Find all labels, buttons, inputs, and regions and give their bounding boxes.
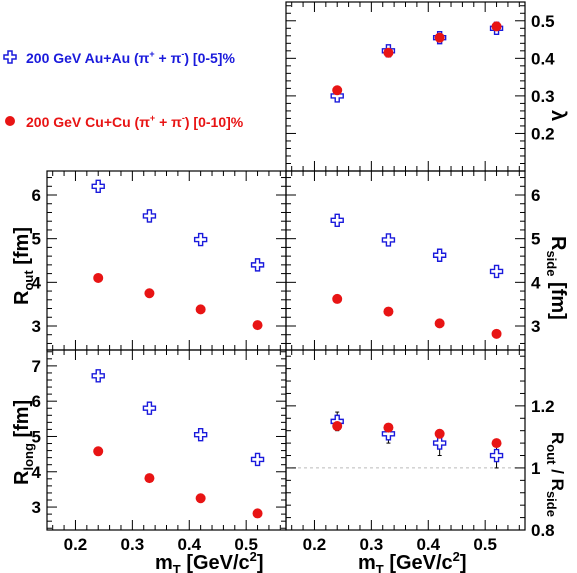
y-tick-label: 3 [531, 317, 540, 336]
panel-rlong: 0.2 0.3 0.4 0.5 3 4 5 6 7 [32, 349, 287, 554]
point-cucu [252, 320, 263, 331]
legend-marker-open-cross [3, 50, 17, 64]
y-tick-label: 0.8 [531, 521, 555, 540]
xlabel-left: mT [GeV/c2] [155, 549, 264, 573]
y-tick-label: 6 [32, 186, 41, 205]
point-auau [330, 213, 344, 228]
point-cucu [252, 508, 263, 519]
point-auau [489, 448, 504, 463]
panel-frame [285, 1, 526, 172]
point-auau [91, 369, 105, 383]
point-auau [489, 264, 504, 279]
point-cucu [491, 21, 502, 32]
point-cucu [93, 272, 104, 283]
ylabel-rside: Rside [fm] [544, 236, 569, 320]
y-tick-label: 3 [32, 498, 41, 517]
x-tick-label: 0.5 [473, 535, 497, 554]
panel-frame [46, 349, 287, 531]
point-cucu [383, 47, 394, 58]
y-tick-label: 3 [32, 317, 41, 336]
legend: 200 GeV Au+Au (π+ + π-) [0-5]% 200 GeV C… [3, 49, 244, 130]
point-cucu [332, 85, 343, 96]
ylabel-rlong: Rlong [fm] [11, 400, 36, 485]
point-auau [193, 232, 208, 247]
point-cucu [332, 421, 343, 432]
point-auau [142, 209, 157, 223]
y-tick-label: 4 [32, 463, 42, 482]
x-tick-label: 0.2 [303, 535, 327, 554]
y-tick-label: 5 [531, 230, 540, 249]
legend-entry-cucu: 200 GeV Cu+Cu (π+ + π-) [0-10]% [5, 113, 244, 130]
point-cucu [434, 318, 445, 329]
point-auau [193, 428, 208, 442]
legend-label-auau: 200 GeV Au+Au (π+ + π-) [0-5]% [26, 49, 235, 66]
point-cucu [195, 493, 206, 504]
point-auau [432, 248, 447, 262]
y-tick-label: 4 [531, 273, 541, 292]
point-cucu [144, 473, 155, 484]
y-tick-label: 4 [32, 273, 42, 292]
point-auau [381, 233, 396, 247]
legend-label-cucu: 200 GeV Cu+Cu (π+ + π-) [0-10]% [26, 113, 244, 130]
y-tick-label: 1.2 [531, 397, 555, 416]
point-cucu [195, 304, 206, 315]
panel-frame [285, 349, 526, 531]
ylabel-ratio: Rout / Rside [544, 432, 567, 517]
y-tick-label: 1 [531, 459, 540, 478]
point-auau [91, 179, 105, 193]
y-tick-label: 0.2 [531, 124, 555, 143]
point-cucu [491, 438, 502, 449]
point-cucu [93, 446, 104, 457]
point-auau [142, 401, 157, 415]
xlabel-right: mT [GeV/c2] [358, 549, 467, 573]
point-cucu [144, 288, 155, 299]
panel-rout: 3 4 5 6 [32, 170, 287, 351]
point-auau [250, 452, 265, 467]
point-cucu [434, 428, 445, 439]
x-tick-label: 0.3 [360, 535, 384, 554]
y-tick-label: 6 [531, 186, 540, 205]
y-tick-label: 5 [32, 230, 41, 249]
legend-entry-auau: 200 GeV Au+Au (π+ + π-) [0-5]% [3, 49, 235, 66]
y-tick-label: 5 [32, 427, 41, 446]
x-tick-label: 0.3 [121, 535, 145, 554]
y-tick-label: 7 [32, 357, 41, 376]
point-auau [250, 258, 265, 272]
panel-frame [285, 170, 526, 351]
point-cucu [383, 422, 394, 433]
panel-rside: 3 4 5 6 [285, 170, 541, 351]
x-tick-label: 0.4 [177, 535, 201, 554]
point-cucu [434, 32, 445, 43]
point-auau [432, 436, 447, 450]
panel-ratio: 0.2 0.3 0.4 0.5 0.8 1 1.2 [285, 349, 555, 554]
y-tick-label: 0.4 [531, 49, 555, 68]
panel-lambda: 0.2 0.3 0.4 0.5 [285, 1, 555, 172]
y-tick-label: 6 [32, 392, 41, 411]
x-tick-label: 0.2 [64, 535, 88, 554]
point-cucu [491, 328, 502, 339]
y-tick-label: 0.3 [531, 87, 555, 106]
y-tick-label: 0.5 [531, 12, 555, 31]
x-tick-label: 0.4 [416, 535, 440, 554]
point-cucu [383, 306, 394, 317]
panel-frame [46, 170, 287, 351]
legend-marker-filled-circle [5, 116, 15, 126]
point-cucu [332, 293, 343, 304]
ylabel-lambda: λ [547, 110, 569, 121]
x-tick-label: 0.5 [234, 535, 258, 554]
ylabel-rout: Rout [fm] [11, 227, 36, 305]
